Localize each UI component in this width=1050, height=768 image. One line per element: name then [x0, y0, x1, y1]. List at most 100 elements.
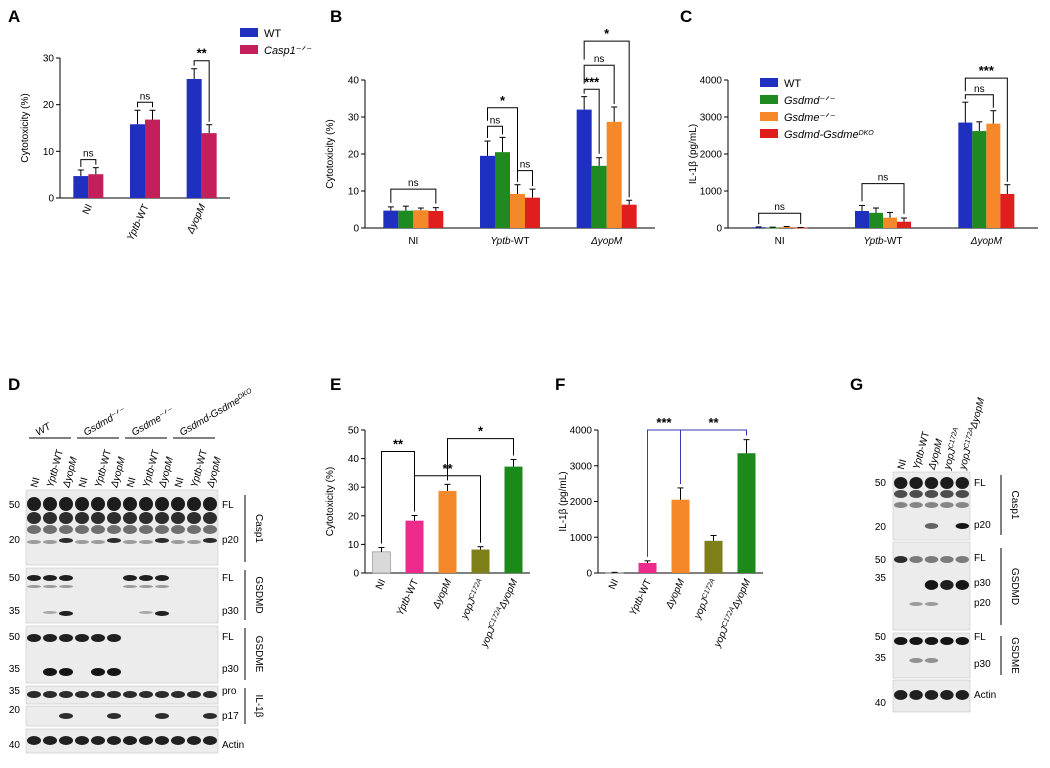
g-lane-label: yopJC172AΔyopM — [957, 396, 988, 472]
g-band-label: FL — [974, 478, 986, 489]
d-band — [123, 497, 137, 511]
g-band-label: p20 — [974, 520, 991, 531]
d-band — [171, 540, 185, 544]
g-band — [909, 490, 923, 498]
b-bar — [525, 197, 540, 228]
d-band — [107, 525, 121, 534]
c-legend-label: Gsdme⁻ᐟ⁻ — [784, 112, 836, 124]
g-band — [955, 690, 969, 700]
d-band — [59, 575, 73, 581]
e-bar — [471, 549, 490, 573]
d-band — [75, 691, 89, 698]
a-bar — [88, 174, 104, 198]
d-band — [43, 497, 57, 511]
d-band — [123, 736, 137, 745]
d-band — [171, 691, 185, 698]
g-mw-marker: 40 — [875, 698, 887, 709]
b-ytick-label: 20 — [348, 150, 360, 161]
d-band — [123, 575, 137, 581]
d-band — [171, 497, 185, 511]
b-bar — [591, 165, 607, 228]
d-band — [91, 668, 105, 676]
panel-letter-c: C — [680, 7, 692, 26]
d-band — [155, 525, 169, 534]
b-ytick-label: 10 — [348, 187, 360, 198]
c-bar — [855, 210, 869, 228]
d-mw-marker: 50 — [9, 500, 21, 511]
c-legend-swatch — [760, 95, 778, 104]
c-y-axis-label: IL-1β (pg/mL) — [688, 124, 699, 184]
d-band — [155, 713, 169, 719]
f-significance-bracket-label: ** — [708, 415, 719, 430]
e-ytick-label: 40 — [348, 454, 360, 465]
g-band — [955, 523, 969, 529]
d-band — [43, 512, 57, 524]
panel-letter-d: D — [8, 375, 20, 394]
d-band — [107, 691, 121, 698]
d-band — [59, 668, 73, 676]
b-bar — [576, 109, 592, 228]
d-band — [139, 575, 153, 581]
d-band — [187, 497, 201, 511]
d-mw-marker: 20 — [9, 535, 21, 546]
b-significance-bracket-label: ns — [408, 178, 419, 189]
e-ytick-label: 30 — [348, 483, 360, 494]
d-band — [203, 736, 217, 745]
b-bar — [621, 204, 637, 228]
g-band — [894, 477, 908, 489]
d-band — [139, 525, 153, 534]
b-bar — [495, 152, 510, 228]
chart-e: 0 10 20 30 40 50 Cytotoxicity (%) NI Yptb-WT Δyop… — [325, 424, 530, 650]
e-ytick-label: 20 — [348, 511, 360, 522]
d-band — [27, 540, 41, 544]
d-lane-label: NI — [173, 476, 186, 489]
d-band — [139, 691, 153, 698]
d-band — [187, 525, 201, 534]
d-protein-label: Casp1 — [253, 514, 264, 543]
b-ytick-label: 30 — [348, 113, 360, 124]
d-band — [139, 585, 153, 588]
d-mw-marker: 35 — [9, 664, 21, 675]
d-band — [75, 512, 89, 524]
b-ytick-label: 0 — [353, 224, 359, 235]
g-band — [924, 502, 939, 508]
d-band — [43, 575, 57, 581]
d-band — [107, 497, 121, 511]
d-mw-marker: 50 — [9, 632, 21, 643]
d-band — [59, 538, 73, 543]
g-band — [955, 580, 969, 590]
c-ytick-label: 1000 — [700, 187, 723, 198]
c-legend-label: Gsdmd-GsdmeDKO — [784, 129, 874, 141]
d-band — [43, 634, 57, 642]
panel-letter-f: F — [555, 375, 565, 394]
e-bar — [372, 551, 391, 574]
c-category-label: ΔyopM — [970, 236, 1003, 247]
g-band — [940, 477, 954, 489]
d-lane-label: Yptb-WT — [189, 448, 210, 488]
b-significance-bracket-label: * — [500, 93, 506, 108]
d-band — [59, 691, 73, 698]
g-band — [924, 556, 939, 563]
d-band — [187, 540, 201, 544]
g-band — [894, 502, 908, 508]
c-significance-bracket-label: *** — [979, 63, 995, 78]
e-category-label: yopJC172AΔyopM — [478, 577, 520, 650]
d-band — [107, 634, 121, 642]
d-band — [123, 540, 137, 544]
d-band — [107, 538, 121, 543]
d-lane-label: NI — [29, 476, 42, 489]
g-band — [909, 556, 923, 563]
d-band — [155, 512, 169, 524]
e-category-label: NI — [374, 578, 388, 592]
d-band-label: Actin — [222, 740, 244, 751]
a-significance-bracket-label: ns — [140, 91, 151, 102]
g-mw-marker: 35 — [875, 573, 887, 584]
f-ytick-label: 3000 — [570, 461, 593, 472]
d-band — [203, 713, 217, 719]
chart-b: 0 10 20 30 40 Cytotoxicity (%) NI Yptb-WT ΔyopM n… — [325, 26, 655, 247]
f-bar — [704, 540, 723, 573]
d-band — [107, 512, 121, 524]
c-legend-label: Gsdmd⁻ᐟ⁻ — [784, 95, 836, 107]
d-band — [139, 736, 153, 745]
